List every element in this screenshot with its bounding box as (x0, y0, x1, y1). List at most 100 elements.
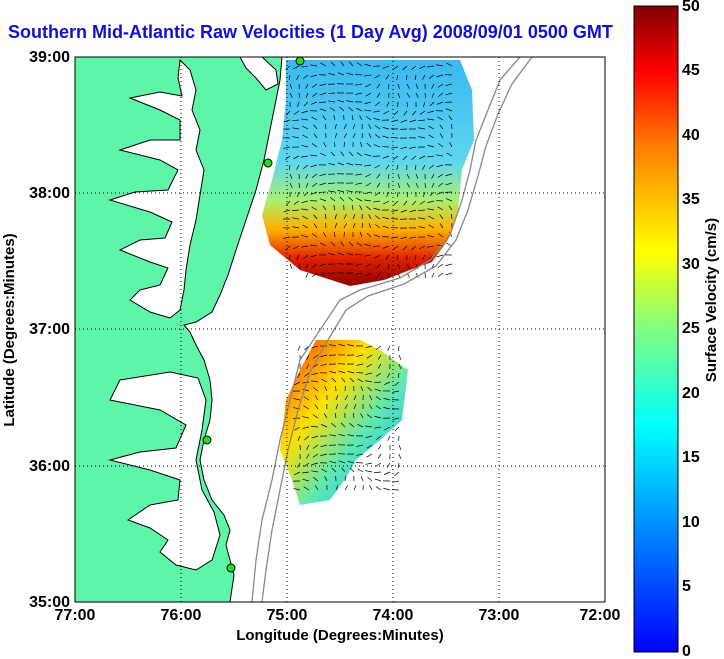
velocity-vector (297, 101, 300, 107)
velocity-vector (310, 64, 318, 67)
velocity-vector (289, 92, 293, 98)
velocity-vector (328, 253, 336, 256)
velocity-vector (335, 485, 339, 491)
velocity-vector (394, 426, 400, 432)
velocity-vector (288, 164, 291, 171)
velocity-vector (334, 412, 337, 419)
velocity-vector (387, 435, 391, 441)
velocity-vector (329, 197, 336, 202)
velocity-vector (385, 254, 390, 260)
velocity-vector (320, 62, 327, 67)
velocity-vector (427, 208, 435, 211)
velocity-vector (302, 416, 310, 419)
velocity-vector (377, 453, 382, 459)
velocity-vector (398, 453, 402, 459)
velocity-vector (355, 182, 363, 185)
y-tick: 39:00 (29, 49, 70, 66)
velocity-vector (310, 74, 318, 78)
velocity-vector (296, 254, 300, 260)
velocity-vector (385, 164, 390, 170)
velocity-vector (361, 132, 363, 139)
velocity-vector (428, 215, 435, 220)
velocity-vector (346, 100, 354, 103)
velocity-vector (366, 206, 372, 211)
velocity-vector (437, 263, 444, 268)
velocity-vector (303, 254, 309, 260)
velocity-vector (305, 173, 309, 179)
velocity-vector (306, 453, 310, 459)
velocity-vector (351, 204, 354, 211)
velocity-vector (353, 395, 357, 401)
velocity-vector (418, 127, 426, 130)
velocity-vector (352, 124, 356, 130)
colorbar-tick: 25 (682, 320, 700, 337)
velocity-vector (312, 354, 319, 359)
velocity-vector (355, 272, 363, 275)
velocity-vector (349, 377, 355, 383)
velocity-vector (388, 83, 390, 90)
velocity-vector (427, 118, 435, 121)
velocity-vector (368, 223, 372, 229)
velocity-vector (338, 433, 346, 437)
velocity-vector (292, 217, 300, 220)
velocity-vector (352, 412, 355, 419)
velocity-vector (365, 182, 372, 187)
velocity-vector (328, 92, 336, 94)
velocity-vector (392, 390, 400, 393)
velocity-vector (364, 153, 372, 157)
velocity-vector (374, 471, 382, 474)
velocity-vector (397, 272, 401, 278)
velocity-vector (301, 118, 309, 121)
velocity-vector (383, 471, 391, 475)
velocity-vector (301, 208, 309, 211)
velocity-vectors (282, 61, 453, 491)
velocity-vector (320, 444, 328, 448)
velocity-vector (340, 61, 345, 67)
velocity-vector (365, 435, 373, 439)
velocity-vector (445, 108, 453, 112)
velocity-vector (285, 155, 291, 161)
velocity-vector (311, 462, 319, 466)
velocity-vector (383, 397, 391, 401)
velocity-vector (365, 345, 373, 349)
north-velocity-field (262, 60, 474, 286)
velocity-vector (311, 263, 318, 268)
velocity-vector (329, 107, 336, 112)
velocity-vector (366, 232, 372, 238)
velocity-vector (347, 370, 355, 374)
velocity-vector (387, 345, 391, 351)
velocity-vector (347, 434, 355, 437)
velocity-vector (331, 377, 337, 383)
velocity-vector (320, 354, 328, 358)
velocity-vector (320, 242, 327, 247)
velocity-vector (337, 189, 345, 193)
velocity-vector (323, 142, 327, 148)
velocity-vector (360, 413, 364, 419)
velocity-vector (343, 223, 347, 229)
station-north (295, 56, 305, 66)
colorbar-tick: 30 (682, 256, 700, 273)
velocity-vector (427, 245, 435, 248)
velocity-vector (374, 101, 381, 106)
velocity-vector (324, 476, 328, 482)
velocity-vector (448, 115, 453, 121)
velocity-vector (419, 155, 426, 160)
velocity-vector (400, 119, 408, 123)
velocity-vector (297, 345, 301, 351)
pamlico-sound (108, 371, 221, 571)
velocity-vector (349, 467, 355, 473)
velocity-vector (303, 462, 310, 467)
velocity-vector (302, 478, 310, 482)
velocity-vector (449, 142, 453, 148)
velocity-vector (292, 127, 300, 130)
velocity-vector (293, 398, 301, 401)
velocity-vector (448, 205, 453, 211)
velocity-vector (296, 74, 300, 80)
map-title: Southern Mid-Atlantic Raw Velocities (1 … (8, 22, 613, 42)
velocity-vector (446, 152, 453, 157)
velocity-vector (406, 182, 411, 188)
velocity-vector (285, 65, 291, 71)
velocity-vector (348, 196, 354, 202)
velocity-vector (383, 381, 391, 386)
velocity-vector (293, 245, 300, 250)
